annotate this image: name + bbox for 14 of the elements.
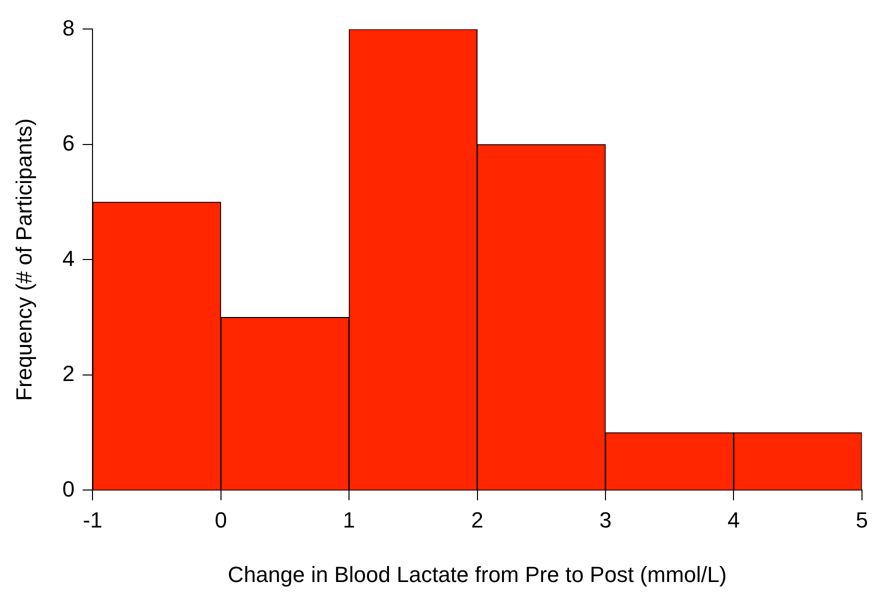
x-tick-label: 0	[214, 507, 227, 532]
y-tick-label: 0	[62, 476, 75, 502]
x-tick-label: -1	[82, 507, 102, 532]
x-axis-title: Change in Blood Lactate from Pre to Post (mmol/L)	[228, 562, 727, 587]
y-tick-label: 4	[62, 246, 75, 271]
x-tick-label: 1	[342, 507, 356, 532]
x-tick-label: 5	[856, 507, 868, 532]
y-axis-title: Frequency (# of Participants)	[11, 118, 36, 401]
y-tick-label: 2	[62, 361, 75, 386]
y-tick-label: 6	[62, 130, 75, 156]
x-tick-label: 2	[471, 507, 484, 532]
y-tick-label: 8	[62, 15, 75, 40]
x-tick-label: 3	[599, 507, 612, 532]
x-tick-label: 4	[728, 507, 740, 532]
